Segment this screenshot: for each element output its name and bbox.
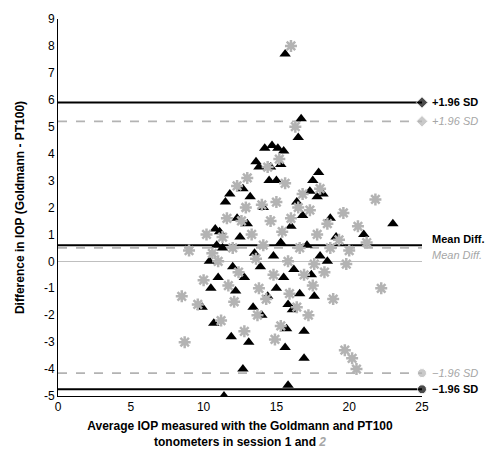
- svg-text:Mean Diff.: Mean Diff.: [432, 233, 485, 245]
- svg-text:25: 25: [415, 400, 429, 414]
- svg-text:-5: -5: [44, 389, 55, 403]
- svg-text:-2: -2: [44, 308, 55, 322]
- svg-text:1: 1: [48, 228, 55, 242]
- svg-text:5: 5: [48, 120, 55, 134]
- svg-text:+1.96 SD: +1.96 SD: [432, 115, 478, 127]
- svg-text:20: 20: [343, 400, 357, 414]
- svg-text:5: 5: [127, 400, 134, 414]
- svg-text:3: 3: [48, 174, 55, 188]
- svg-text:0: 0: [48, 255, 55, 269]
- svg-text:10: 10: [197, 400, 211, 414]
- svg-text:Mean Diff.: Mean Diff.: [432, 249, 482, 261]
- svg-text:Difference in IOP (Goldmann -: Difference in IOP (Goldmann - PT100): [13, 101, 27, 314]
- svg-text:−1.96 SD: −1.96 SD: [432, 383, 478, 395]
- svg-text:-3: -3: [44, 335, 55, 349]
- svg-text:-4: -4: [44, 362, 55, 376]
- svg-text:-1: -1: [44, 281, 55, 295]
- svg-text:0: 0: [55, 400, 62, 414]
- svg-text:6: 6: [48, 93, 55, 107]
- svg-text:7: 7: [48, 66, 55, 80]
- svg-text:15: 15: [270, 400, 284, 414]
- svg-text:4: 4: [48, 147, 55, 161]
- svg-text:+1.96 SD: +1.96 SD: [432, 96, 478, 108]
- svg-text:−1.96 SD: −1.96 SD: [432, 367, 478, 379]
- svg-text:Average IOP measured with the: Average IOP measured with the Goldmann a…: [87, 419, 393, 449]
- svg-text:2: 2: [48, 201, 55, 215]
- svg-text:8: 8: [48, 39, 55, 53]
- svg-text:9: 9: [48, 12, 55, 26]
